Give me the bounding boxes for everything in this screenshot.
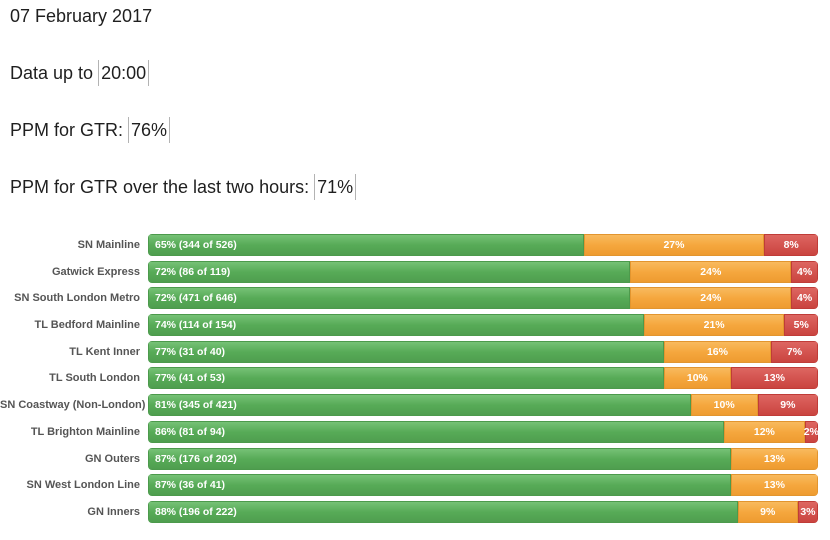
chart-row: SN Coastway (Non-London) 81% (345 of 421)… xyxy=(0,394,830,417)
stacked-bar: 65% (344 of 526) 27% 8% xyxy=(148,234,818,256)
bar-segment-green: 65% (344 of 526) xyxy=(148,234,584,256)
ppm-two-hours-line: PPM for GTR over the last two hours: 71% xyxy=(10,174,830,200)
bar-segment-orange: 13% xyxy=(730,474,818,497)
chart-row: GN Inners 88% (196 of 222) 9% 3% xyxy=(0,500,830,523)
ppm-line: PPM for GTR: 76% xyxy=(10,117,830,143)
bar-segment-red: 13% xyxy=(730,367,818,390)
bar-segment-green: 87% (176 of 202) xyxy=(148,447,731,470)
category-label: TL Kent Inner xyxy=(69,345,140,358)
bar-segment-green: 86% (81 of 94) xyxy=(148,420,725,443)
bar-segment-orange: 24% xyxy=(630,287,792,310)
chart-row: GN Outers 87% (176 of 202) 13% xyxy=(0,447,830,470)
bar-segment-orange: 16% xyxy=(663,340,772,363)
bar-segment-orange: 27% xyxy=(583,234,765,256)
category-label: Gatwick Express xyxy=(51,265,140,278)
data-up-to-field[interactable]: 20:00 xyxy=(98,60,150,86)
stacked-bar: 77% (31 of 40) 16% 7% xyxy=(148,340,818,363)
report-header: 07 February 2017 Data up to 20:00 PPM fo… xyxy=(0,0,830,200)
category-label: GN Inners xyxy=(87,505,140,518)
bar-segment-green: 74% (114 of 154) xyxy=(148,314,644,337)
category-label: SN Mainline xyxy=(77,239,140,251)
category-label: TL South London xyxy=(49,372,140,385)
bar-segment-orange: 24% xyxy=(630,260,792,283)
bar-segment-red: 4% xyxy=(791,260,818,283)
stacked-bar: 72% (471 of 646) 24% 4% xyxy=(148,287,818,310)
bar-segment-red: 5% xyxy=(784,314,818,337)
bar-segment-green: 72% (86 of 119) xyxy=(148,260,631,283)
bar-segment-red: 4% xyxy=(791,287,818,310)
category-label: TL Bedford Mainline xyxy=(34,319,140,332)
bar-segment-red: 8% xyxy=(764,234,818,256)
category-label: GN Outers xyxy=(84,452,140,465)
bar-segment-green: 81% (345 of 421) xyxy=(148,394,691,417)
chart-row: TL Kent Inner 77% (31 of 40) 16% 7% xyxy=(0,340,830,363)
chart-row: SN West London Line 87% (36 of 41) 13% xyxy=(0,474,830,497)
ppm-two-hours-label: PPM for GTR over the last two hours: xyxy=(10,177,310,197)
bar-segment-orange: 9% xyxy=(737,500,798,523)
bar-segment-red: 3% xyxy=(797,500,818,523)
stacked-bar: 81% (345 of 421) 10% 9% xyxy=(148,394,818,417)
chart-row: TL Bedford Mainline 74% (114 of 154) 21% 5% xyxy=(0,314,830,337)
stacked-bar: 77% (41 of 53) 10% 13% xyxy=(148,367,818,390)
category-label: SN Coastway (Non-London) xyxy=(0,399,146,412)
report-date: 07 February 2017 xyxy=(10,6,153,26)
ppm-stacked-bar-chart: SN Mainline 65% (344 of 526) 27% 8% Gatwick … xyxy=(0,234,830,523)
stacked-bar: 86% (81 of 94) 12% 2% xyxy=(148,420,818,443)
bar-segment-orange: 10% xyxy=(663,367,731,390)
data-up-to-line: Data up to 20:00 xyxy=(10,60,830,86)
chart-row: Gatwick Express 72% (86 of 119) 24% 4% xyxy=(0,260,830,283)
ppm-two-hours-field[interactable]: 71% xyxy=(314,174,357,200)
stacked-bar: 72% (86 of 119) 24% 4% xyxy=(148,260,818,283)
bar-segment-green: 88% (196 of 222) xyxy=(148,500,738,523)
chart-row: SN Mainline 65% (344 of 526) 27% 8% xyxy=(0,234,830,256)
chart-row: TL South London 77% (41 of 53) 10% 13% xyxy=(0,367,830,390)
bar-segment-green: 77% (31 of 40) xyxy=(148,340,664,363)
bar-segment-green: 77% (41 of 53) xyxy=(148,367,664,390)
bar-segment-orange: 21% xyxy=(643,314,785,337)
category-label: SN South London Metro xyxy=(14,292,140,305)
bar-segment-orange: 12% xyxy=(724,420,805,443)
bar-segment-orange: 13% xyxy=(730,447,818,470)
category-label: TL Brighton Mainline xyxy=(30,425,140,438)
data-up-to-label: Data up to xyxy=(10,63,94,83)
bar-segment-green: 87% (36 of 41) xyxy=(148,474,731,497)
bar-segment-green: 72% (471 of 646) xyxy=(148,287,631,310)
bar-segment-red: 7% xyxy=(771,340,818,363)
ppm-field[interactable]: 76% xyxy=(128,117,171,143)
chart-row: SN South London Metro 72% (471 of 646) 24%… xyxy=(0,287,830,310)
bar-segment-orange: 10% xyxy=(690,394,758,417)
bar-segment-red: 9% xyxy=(757,394,818,417)
stacked-bar: 87% (36 of 41) 13% xyxy=(148,474,818,497)
stacked-bar: 74% (114 of 154) 21% 5% xyxy=(148,314,818,337)
chart-row: TL Brighton Mainline 86% (81 of 94) 12% 2% xyxy=(0,420,830,443)
bar-segment-red: 2% xyxy=(804,420,818,443)
category-label: SN West London Line xyxy=(26,479,140,492)
ppm-label: PPM for GTR: xyxy=(10,120,124,140)
stacked-bar: 88% (196 of 222) 9% 3% xyxy=(148,500,818,523)
stacked-bar: 87% (176 of 202) 13% xyxy=(148,447,818,470)
